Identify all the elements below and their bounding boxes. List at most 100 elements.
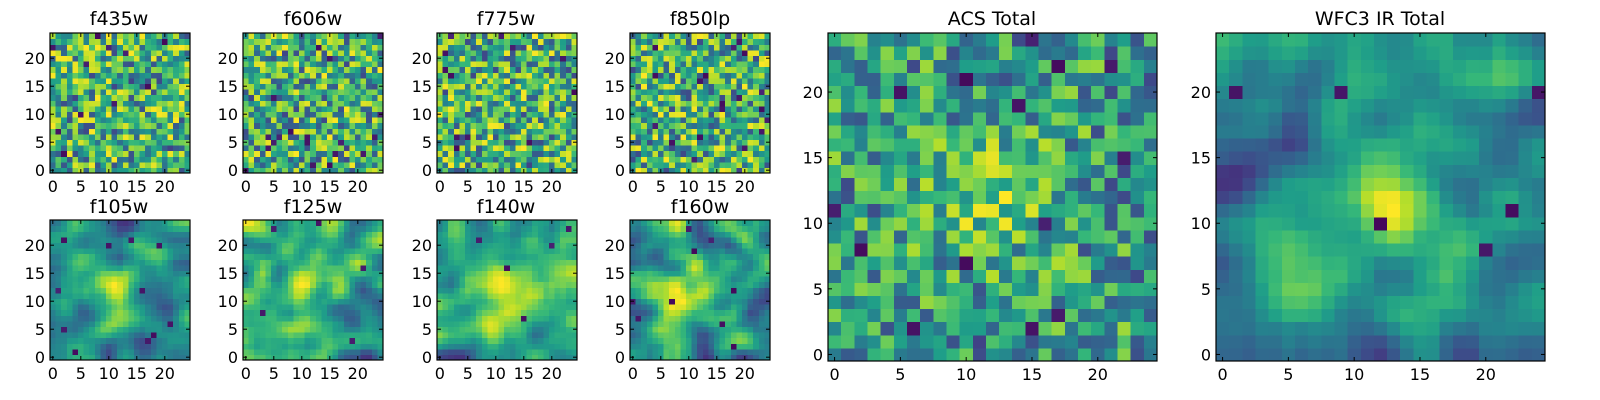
y-tick-label: 5	[1201, 280, 1211, 299]
heatmap-cell	[1466, 33, 1480, 47]
heatmap-cell	[282, 49, 289, 56]
heatmap-cell	[1466, 98, 1480, 113]
heatmap-cell	[493, 105, 500, 112]
heatmap-cell	[276, 139, 283, 146]
heatmap-cell	[377, 343, 384, 350]
heatmap-cell	[100, 270, 107, 277]
heatmap-cell	[1373, 256, 1388, 270]
heatmap-cell	[1321, 98, 1336, 113]
heatmap-cell	[565, 83, 572, 90]
heatmap-cell	[999, 203, 1013, 218]
heatmap-cell	[271, 281, 278, 288]
heatmap-cell	[1466, 137, 1480, 152]
heatmap-cell	[327, 281, 334, 288]
heatmap-cell	[371, 66, 378, 73]
heatmap-cell	[371, 298, 378, 305]
x-tick-label: 20	[155, 177, 175, 196]
heatmap-cell	[933, 164, 948, 178]
heatmap-cell	[145, 122, 152, 129]
heatmap-cell	[565, 133, 572, 140]
heatmap-cell	[72, 105, 79, 112]
heatmap-cell	[310, 100, 317, 107]
heatmap-cell	[549, 83, 556, 90]
heatmap-cell	[156, 315, 163, 322]
y-tick-label: 0	[422, 161, 432, 180]
heatmap-cell	[315, 139, 322, 146]
heatmap-cell	[515, 161, 522, 168]
heatmap-cell	[55, 38, 62, 45]
heatmap-cell	[355, 77, 362, 84]
heatmap-cell	[504, 145, 511, 152]
heatmap-cell	[360, 304, 367, 311]
heatmap-cell	[128, 89, 135, 96]
heatmap-cell	[641, 55, 648, 62]
heatmap-cell	[498, 83, 505, 90]
heatmap-cell	[128, 354, 135, 361]
heatmap-cell	[321, 315, 328, 322]
heatmap-cell	[708, 150, 715, 157]
heatmap-cell	[299, 77, 306, 84]
heatmap-cell	[66, 270, 73, 277]
heatmap-cell	[560, 38, 567, 45]
heatmap-cell	[66, 343, 73, 350]
heatmap-cell	[747, 150, 754, 157]
heatmap-cell	[985, 137, 1000, 152]
heatmap-cell	[1025, 256, 1040, 270]
heatmap-cell	[1051, 242, 1066, 257]
heatmap-cell	[254, 167, 261, 174]
heatmap-cell	[526, 139, 533, 146]
heatmap-cell	[985, 111, 1000, 126]
heatmap-cell	[1373, 111, 1388, 126]
heatmap-cell	[880, 321, 895, 336]
heatmap-cell	[139, 253, 146, 260]
heatmap-cell	[1038, 164, 1053, 178]
heatmap-cell	[481, 44, 488, 51]
heatmap-cell	[1268, 347, 1283, 362]
heatmap-cell	[117, 72, 124, 79]
heatmap-cell	[854, 59, 869, 73]
heatmap-cell	[641, 33, 648, 40]
heatmap-cell	[162, 111, 169, 118]
heatmap-cell	[150, 315, 157, 322]
heatmap-cell	[254, 298, 261, 305]
heatmap-cell	[321, 100, 328, 107]
heatmap-cell	[828, 151, 842, 165]
heatmap-cell	[156, 61, 163, 68]
heatmap-cell	[360, 315, 367, 322]
heatmap-cell	[697, 33, 704, 40]
heatmap-cell	[498, 66, 505, 73]
heatmap-cell	[162, 150, 169, 157]
heatmap-cell	[173, 77, 180, 84]
heatmap-cell	[304, 44, 311, 51]
heatmap-cell	[259, 77, 266, 84]
heatmap-cell	[111, 332, 118, 339]
heatmap-cell	[1439, 242, 1454, 257]
heatmap-cell	[304, 292, 311, 299]
heatmap-cell	[560, 167, 567, 174]
heatmap-cell	[134, 259, 141, 266]
heatmap-cell	[111, 236, 118, 243]
heatmap-cell	[150, 38, 157, 45]
heatmap-cell	[1091, 85, 1105, 100]
heatmap-cell	[686, 111, 693, 118]
heatmap-cell	[117, 281, 124, 288]
heatmap-cell	[635, 83, 642, 90]
heatmap-cell	[635, 105, 642, 112]
heatmap-cell	[78, 156, 85, 163]
heatmap-cell	[287, 122, 294, 129]
heatmap-cell	[1117, 321, 1132, 336]
heatmap-cell	[549, 77, 556, 84]
heatmap-cell	[122, 38, 129, 45]
heatmap-cell	[1281, 72, 1296, 87]
heatmap-cell	[276, 89, 283, 96]
heatmap-cell	[349, 292, 356, 299]
heatmap-cell	[61, 298, 68, 305]
heatmap-cell	[906, 164, 921, 178]
heatmap-cell	[327, 83, 334, 90]
heatmap-cell	[658, 38, 665, 45]
heatmap-cell	[714, 61, 721, 68]
heatmap-cell	[1051, 151, 1066, 165]
heatmap-cell	[66, 139, 73, 146]
heatmap-cell	[1347, 229, 1362, 244]
heatmap-cell	[150, 248, 157, 255]
